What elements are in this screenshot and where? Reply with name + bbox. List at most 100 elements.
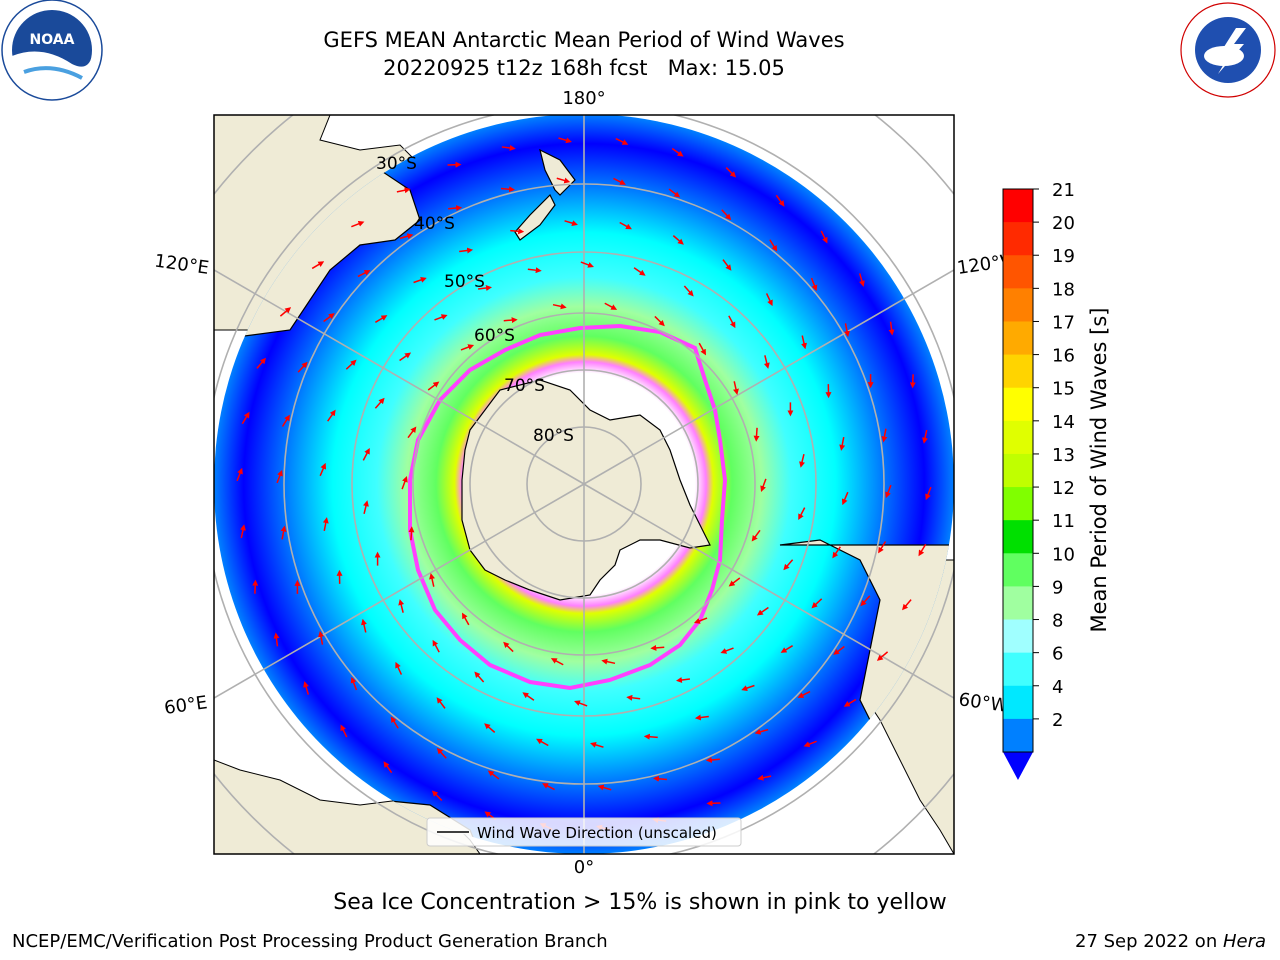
wind-wave-arrow	[751, 529, 761, 542]
wind-wave-arrow	[832, 546, 841, 559]
wind-wave-arrow	[619, 221, 632, 230]
noaa-logo: NOAA	[1, 0, 103, 101]
wind-wave-arrow	[460, 344, 475, 351]
wind-wave-arrow	[654, 315, 665, 327]
wind-wave-arrow	[390, 716, 399, 729]
colorbar-tick-label: 2	[1052, 710, 1063, 731]
wind-wave-arrow	[434, 314, 448, 321]
colorbar-band	[1003, 520, 1033, 554]
wind-wave-arrow	[841, 491, 849, 506]
wind-wave-arrow	[833, 645, 845, 655]
colorbar-tick-label: 8	[1052, 611, 1063, 632]
wind-wave-arrow	[580, 261, 594, 268]
wind-wave-arrow	[536, 738, 549, 747]
wind-wave-arrow	[357, 270, 371, 278]
footer-date-text: 27 Sep 2022 on	[1075, 931, 1223, 952]
colorbar-tick-label: 9	[1052, 577, 1063, 598]
wind-wave-arrow	[597, 784, 612, 791]
nws-logo	[1180, 2, 1276, 98]
colorbar-band	[1003, 453, 1033, 488]
lat-label-40s: 40°S	[414, 214, 455, 234]
wind-wave-arrow	[671, 147, 684, 157]
wind-wave-arrow	[273, 632, 280, 647]
wind-wave-arrow	[601, 658, 616, 665]
wind-wave-arrows	[236, 137, 932, 831]
wind-wave-arrow	[820, 230, 828, 244]
wind-wave-arrow	[615, 137, 629, 145]
wind-wave-arrow	[399, 352, 412, 362]
wind-wave-arrow	[574, 700, 588, 707]
wind-wave-arrow	[436, 747, 447, 759]
colorbar-band	[1003, 586, 1033, 621]
colorbar-tick-label: 11	[1052, 511, 1075, 532]
legend-label: Wind Wave Direction (unscaled)	[477, 824, 717, 842]
wind-wave-arrow	[668, 188, 681, 198]
footer-system-name: Hera	[1222, 931, 1266, 952]
wind-wave-arrow	[501, 144, 516, 151]
wind-wave-arrow	[240, 524, 246, 539]
wind-wave-arrow	[922, 429, 928, 444]
wind-wave-arrow	[351, 220, 365, 228]
colorbar-label: Mean Period of Wind Waves [s]	[1087, 308, 1111, 633]
wind-wave-arrow	[798, 507, 806, 521]
wind-wave-arrow	[323, 313, 335, 323]
colorbar-band	[1003, 255, 1033, 289]
wind-wave-arrow	[783, 559, 794, 571]
wind-wave-arrow	[780, 645, 794, 653]
wind-wave-arrow	[327, 409, 336, 422]
wind-wave-arrow	[797, 690, 811, 698]
colorbar-tick-label: 16	[1052, 346, 1075, 367]
colorbar-tick-label: 15	[1052, 379, 1075, 400]
wind-wave-arrow	[844, 323, 850, 338]
lon-label-60e: 60°E	[163, 692, 209, 719]
wind-wave-arrow	[722, 259, 732, 271]
wind-wave-arrow	[280, 525, 287, 540]
lon-label-60w: 60°W	[957, 689, 1009, 717]
wind-wave-arrow	[432, 639, 440, 653]
wind-wave-arrow	[236, 467, 243, 482]
wind-wave-arrow	[399, 233, 414, 240]
footer-branch: NCEP/EMC/Verification Post Processing Pr…	[12, 931, 608, 952]
wind-wave-arrow	[431, 790, 443, 801]
wind-wave-arrow	[769, 239, 778, 252]
wind-wave-arrow	[303, 681, 310, 695]
wind-wave-arrow	[510, 228, 525, 235]
chart-title-line2: 20220925 t12z 168h fcst Max: 15.05	[383, 56, 785, 80]
wind-wave-arrow	[633, 267, 646, 276]
colorbar-tick-label: 18	[1052, 279, 1075, 300]
wind-wave-arrow	[350, 676, 358, 691]
colorbar-tick-label: 13	[1052, 445, 1075, 466]
wind-wave-arrow	[429, 573, 435, 587]
colorbar-band	[1003, 222, 1033, 256]
colorbar-band	[1003, 652, 1033, 687]
wind-wave-arrow	[374, 397, 385, 409]
wind-wave-arrow	[693, 617, 708, 624]
wind-wave-arrow	[858, 273, 865, 287]
wind-wave-arrow	[613, 177, 626, 185]
wind-wave-arrow	[564, 220, 578, 226]
wind-wave-arrow	[604, 302, 618, 310]
wind-wave-arrow	[728, 577, 741, 587]
wind-wave-arrow	[650, 644, 665, 651]
wind-wave-arrow	[558, 137, 572, 144]
colorbar-band	[1003, 619, 1033, 654]
wind-wave-arrow	[522, 692, 535, 701]
wind-wave-arrow	[775, 194, 785, 207]
lat-label-30s: 30°S	[376, 154, 417, 174]
noaa-logo-text: NOAA	[30, 32, 75, 48]
wind-wave-arrow	[413, 277, 427, 284]
wind-wave-arrow	[241, 411, 250, 425]
wind-wave-arrow	[881, 428, 888, 443]
wind-wave-arrow	[318, 630, 324, 645]
wind-wave-arrow	[487, 770, 500, 780]
lat-label-80s: 80°S	[533, 426, 574, 446]
wind-wave-arrow	[427, 381, 440, 391]
wind-wave-arrow	[811, 598, 823, 609]
wind-wave-arrow	[396, 187, 411, 194]
wind-wave-arrow	[256, 357, 266, 369]
colorbar-tick-label: 4	[1052, 677, 1063, 698]
wind-wave-arrow	[765, 293, 773, 307]
graticule	[214, 115, 954, 854]
wind-wave-arrow	[918, 543, 927, 557]
